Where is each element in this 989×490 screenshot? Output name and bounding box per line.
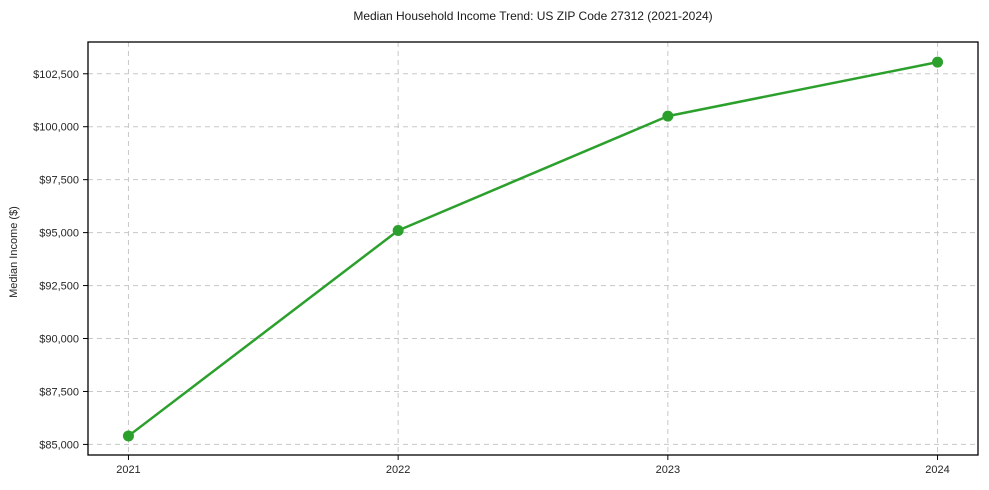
y-tick-label: $95,000 [39, 228, 79, 240]
y-tick-label: $102,500 [33, 69, 79, 81]
data-point-marker [392, 224, 404, 236]
chart-title: Median Household Income Trend: US ZIP Co… [353, 9, 713, 23]
data-point-marker [122, 430, 134, 442]
y-tick-label: $92,500 [39, 281, 79, 293]
data-point-marker [932, 56, 944, 68]
trend-line [127, 60, 939, 438]
x-tick-label: 2021 [116, 464, 140, 476]
plot-border [87, 41, 979, 456]
y-tick-label: $85,000 [39, 439, 79, 451]
y-tick-label: $90,000 [39, 334, 79, 346]
x-tick-label: 2022 [386, 464, 410, 476]
y-tick-label: $97,500 [39, 175, 79, 187]
y-tick-label: $87,500 [39, 386, 79, 398]
y-tick-label: $100,000 [33, 122, 79, 134]
x-tick-label: 2024 [925, 464, 949, 476]
data-point-marker [662, 110, 674, 122]
x-tick-label: 2023 [656, 464, 680, 476]
